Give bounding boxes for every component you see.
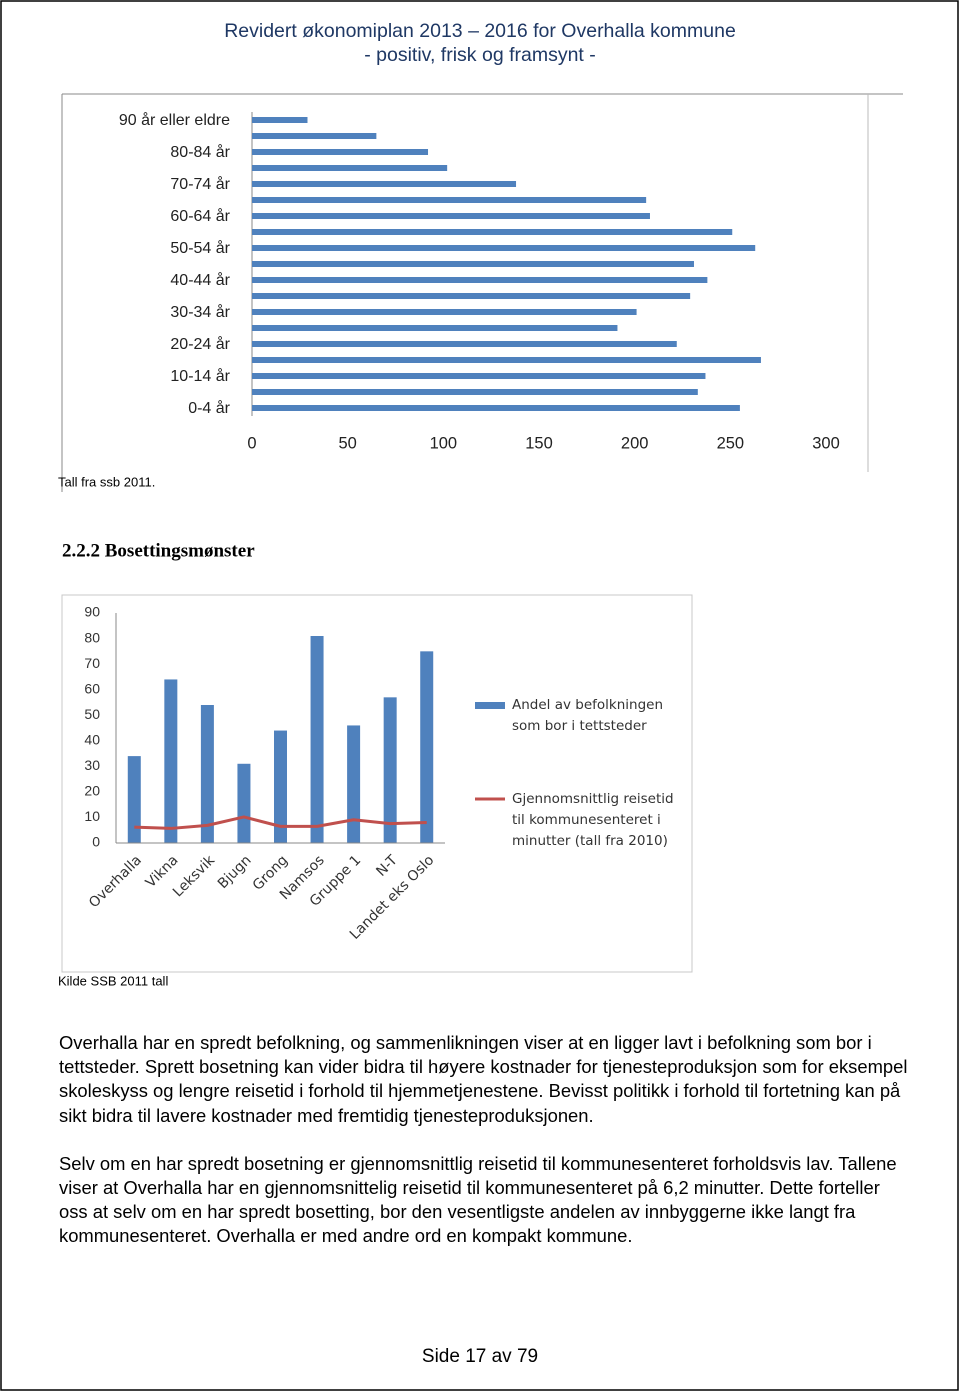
x-tick-label: Leksvik bbox=[170, 852, 219, 901]
bar bbox=[252, 261, 694, 267]
bar bbox=[252, 165, 448, 171]
y-tick-label: 80-84 år bbox=[170, 143, 230, 161]
bar bbox=[252, 325, 618, 331]
x-tick-label: Overhalla bbox=[86, 852, 145, 911]
y-tick-label: 60 bbox=[84, 680, 100, 696]
header-subtitle: - positiv, frisk og framsynt - bbox=[364, 44, 596, 66]
bar bbox=[383, 697, 397, 843]
y-tick-label: 30 bbox=[84, 757, 100, 773]
y-tick-label: 20 bbox=[84, 783, 100, 799]
y-tick-label: 70 bbox=[84, 655, 100, 671]
bar bbox=[237, 763, 251, 843]
bar bbox=[274, 730, 287, 843]
bar bbox=[252, 341, 677, 347]
bar bbox=[252, 133, 377, 139]
y-tick-label: 80 bbox=[84, 629, 100, 645]
chart-note: Tall fra ssb 2011. bbox=[58, 474, 155, 489]
bar bbox=[252, 245, 756, 251]
y-tick-label: 0 bbox=[92, 834, 100, 850]
bar bbox=[164, 679, 178, 843]
x-tick-label: 250 bbox=[717, 434, 745, 452]
header-title: Revidert økonomiplan 2013 – 2016 for Ove… bbox=[224, 20, 736, 42]
y-tick-label: 10 bbox=[84, 808, 100, 824]
y-tick-label: 60-64 år bbox=[170, 207, 230, 225]
x-tick-label: Bjugn bbox=[215, 852, 255, 892]
bar bbox=[252, 117, 308, 123]
y-tick-label: 20-24 år bbox=[170, 335, 230, 353]
x-tick-label: N-T bbox=[373, 852, 401, 880]
x-tick-label: 100 bbox=[430, 434, 458, 452]
bar bbox=[252, 181, 517, 187]
chart-note: Kilde SSB 2011 tall bbox=[58, 973, 168, 988]
x-tick-label: 0 bbox=[247, 434, 256, 452]
body-text: Overhalla har en spredt befolkning, og s… bbox=[0, 1031, 907, 1273]
chart-frame bbox=[61, 594, 693, 973]
bar bbox=[252, 309, 637, 315]
y-tick-label: 50 bbox=[84, 706, 100, 722]
legend-label: Gjennomsnittlig reisetid til kommunesent… bbox=[512, 791, 674, 849]
bar bbox=[252, 373, 706, 379]
bar bbox=[252, 389, 698, 395]
y-tick-label: 50-54 år bbox=[170, 239, 230, 257]
paragraph: Overhalla har en spredt befolkning, og s… bbox=[59, 1032, 908, 1126]
y-tick-label: 40-44 år bbox=[170, 271, 230, 289]
bar bbox=[310, 636, 324, 843]
legend-label: Andel av befolkningen som bor i tettsted… bbox=[512, 697, 664, 734]
x-tick-label: 50 bbox=[338, 434, 356, 452]
paragraph: Selv om en har spredt bosetning er gjenn… bbox=[59, 1152, 897, 1247]
footer: Side 17 av 79 bbox=[422, 1346, 538, 1367]
section-heading: 2.2.2 Bosettingsmønster bbox=[62, 540, 255, 561]
y-tick-label: 40 bbox=[84, 731, 100, 747]
y-tick-label: 30-34 år bbox=[170, 303, 230, 321]
y-tick-label: 90 bbox=[84, 604, 100, 620]
legend-swatch bbox=[475, 702, 505, 709]
bar bbox=[347, 725, 361, 843]
bar bbox=[252, 277, 708, 283]
bar bbox=[200, 705, 214, 843]
y-tick-label: 70-74 år bbox=[170, 175, 230, 193]
y-tick-label: 10-14 år bbox=[170, 367, 230, 385]
x-tick-label: 150 bbox=[525, 434, 553, 452]
bar bbox=[252, 405, 740, 411]
bar bbox=[127, 756, 141, 843]
y-tick-label: 0-4 år bbox=[188, 399, 230, 417]
bar bbox=[252, 149, 429, 155]
x-tick-label: 200 bbox=[621, 434, 649, 452]
bar bbox=[252, 229, 733, 235]
x-tick-label: 300 bbox=[812, 434, 840, 452]
bar bbox=[252, 213, 650, 219]
bar bbox=[420, 651, 434, 843]
bar bbox=[252, 197, 647, 203]
line bbox=[134, 815, 427, 830]
bar bbox=[252, 293, 691, 299]
bar bbox=[252, 357, 761, 363]
y-tick-label: 90 år eller eldre bbox=[119, 111, 230, 129]
